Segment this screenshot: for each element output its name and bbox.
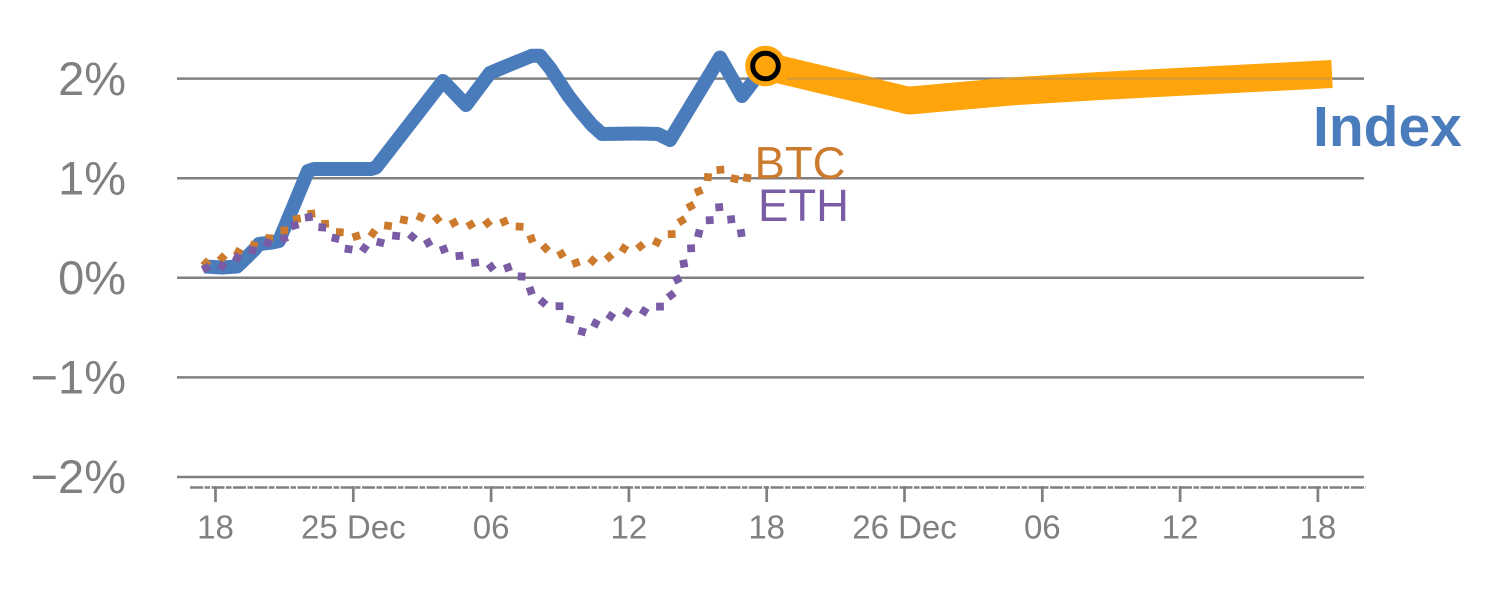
svg-text:0%: 0% [58, 251, 126, 304]
svg-text:06: 06 [473, 509, 510, 546]
svg-text:26 Dec: 26 Dec [852, 509, 957, 546]
svg-text:2%: 2% [58, 52, 126, 105]
svg-text:BTC: BTC [755, 137, 846, 188]
svg-text:1%: 1% [58, 151, 126, 204]
svg-text:18: 18 [748, 509, 785, 546]
svg-text:Index: Index [1313, 95, 1462, 159]
svg-text:18: 18 [1300, 509, 1337, 546]
svg-text:ETH: ETH [758, 180, 849, 231]
svg-text:25 Dec: 25 Dec [301, 509, 406, 546]
svg-text:−1%: −1% [31, 351, 126, 404]
svg-text:12: 12 [611, 509, 648, 546]
svg-text:06: 06 [1024, 509, 1061, 546]
svg-text:18: 18 [197, 509, 234, 546]
svg-text:−2%: −2% [31, 450, 126, 503]
svg-text:12: 12 [1162, 509, 1199, 546]
